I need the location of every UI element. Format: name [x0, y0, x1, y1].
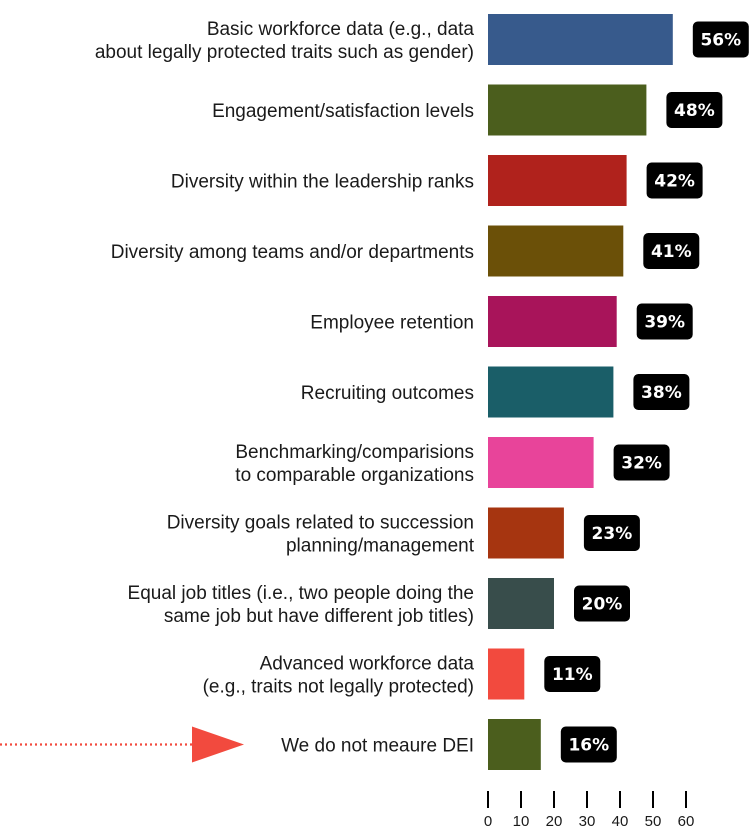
x-tick-label: 20	[546, 813, 563, 830]
data-label-box	[692, 21, 749, 58]
data-label-box	[643, 233, 700, 269]
data-label: 11%	[552, 665, 593, 685]
data-label-box	[544, 656, 601, 692]
data-label: 16%	[568, 736, 609, 756]
highlight-arrow-head	[192, 726, 244, 763]
bar	[488, 296, 617, 347]
x-tick-label: 60	[678, 813, 695, 830]
bar	[488, 225, 624, 277]
bar	[488, 578, 554, 629]
bar	[488, 648, 525, 700]
category-label: We do not meaure DEI	[281, 736, 474, 757]
category-label: Equal job titles (i.e., two people doing…	[128, 583, 474, 627]
bar	[488, 366, 614, 418]
data-label-box	[583, 515, 640, 551]
data-label: 56%	[700, 31, 741, 51]
category-label: Benchmarking/comparisions to comparable o…	[235, 442, 474, 486]
data-label: 38%	[641, 383, 682, 403]
data-label-box	[560, 726, 617, 763]
category-label: Recruiting outcomes	[301, 383, 474, 404]
x-tick-label: 50	[645, 813, 662, 830]
category-label: Employee retention	[310, 313, 474, 334]
data-label: 39%	[644, 313, 685, 333]
category-label: Advanced workforce data (e.g., traits not…	[203, 654, 475, 698]
data-label-box	[574, 585, 630, 622]
data-label: 20%	[582, 595, 623, 615]
bar	[488, 719, 541, 770]
x-tick-label: 40	[612, 813, 629, 830]
data-label: 48%	[674, 101, 715, 121]
x-tick-label: 10	[513, 813, 530, 830]
category-label: Basic workforce data (e.g., data about le…	[95, 19, 475, 63]
bar	[488, 155, 627, 206]
data-label: 32%	[621, 454, 662, 474]
data-label: 41%	[651, 242, 692, 262]
data-label: 23%	[592, 524, 633, 544]
data-label-box	[636, 303, 693, 340]
category-label: Diversity goals related to succession pla…	[167, 513, 475, 557]
data-label-box	[633, 374, 690, 410]
bar	[488, 507, 564, 559]
x-tick-label: 30	[579, 813, 596, 830]
bar	[488, 84, 647, 136]
category-label: Diversity within the leadership ranks	[171, 172, 474, 193]
category-label: Diversity among teams and/or departments	[111, 242, 474, 263]
bar	[488, 437, 594, 488]
bar	[488, 14, 673, 65]
data-label: 42%	[654, 172, 695, 192]
data-label-box	[646, 162, 703, 199]
category-label: Engagement/satisfaction levels	[212, 101, 474, 122]
data-label-box	[613, 444, 670, 481]
data-label-box	[666, 92, 723, 128]
x-tick-label: 0	[484, 813, 492, 830]
